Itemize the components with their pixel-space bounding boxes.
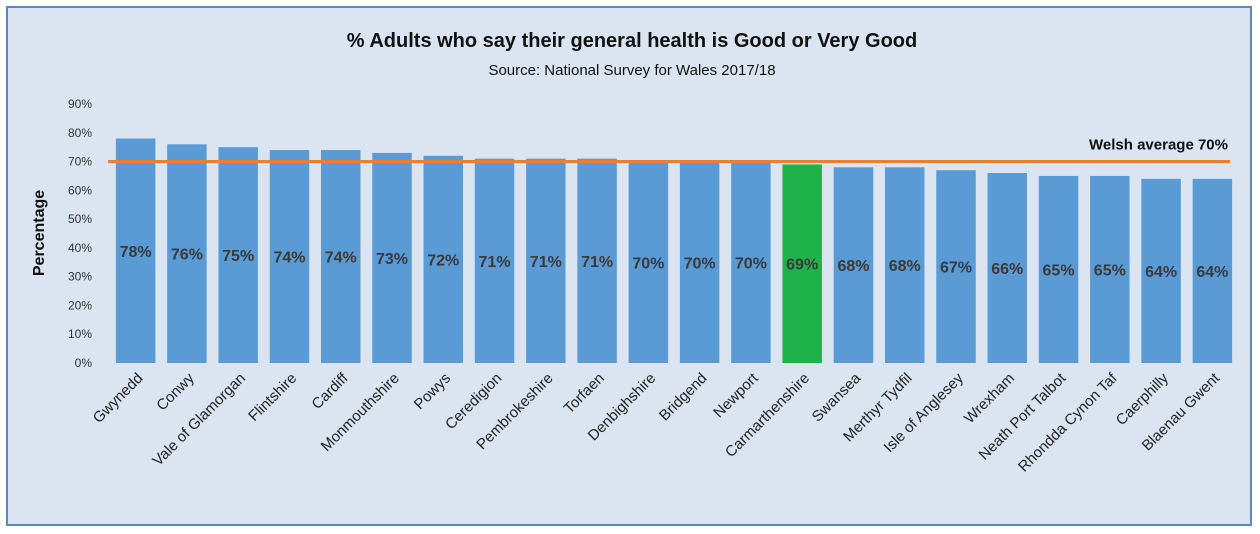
bar-merthyr-tydfil: [884, 167, 925, 363]
bar-value-label: 65%: [1043, 262, 1075, 279]
y-tick-label: 40%: [68, 241, 92, 255]
y-tick-label: 50%: [68, 212, 92, 226]
bar-value-label: 73%: [376, 251, 408, 268]
y-tick-label: 60%: [68, 183, 92, 197]
bar-value-label: 69%: [786, 257, 818, 274]
bar-vale-of-glamorgan: [218, 147, 258, 363]
bar-neath-port-talbot: [1038, 175, 1079, 363]
category-label: Gwynedd: [90, 370, 147, 427]
bar-bridgend: [679, 161, 720, 363]
category-label: Flintshire: [245, 370, 300, 425]
bar-value-label: 65%: [1094, 262, 1126, 279]
bar-blaenau-gwent: [1192, 178, 1233, 363]
bar-denbighshire: [628, 161, 669, 363]
bar-flintshire: [269, 150, 310, 363]
bar-value-label: 76%: [171, 247, 203, 264]
y-tick-label: 70%: [68, 155, 92, 169]
bar-value-label: 71%: [530, 254, 562, 271]
category-label: Rhondda Cynon Taf: [1015, 369, 1121, 475]
bar-value-label: 74%: [273, 250, 305, 267]
category-label: Cardiff: [308, 369, 352, 413]
bar-value-label: 68%: [837, 258, 869, 275]
bar-wrexham: [987, 173, 1028, 363]
bar-value-label: 68%: [889, 258, 921, 275]
bar-caerphilly: [1141, 178, 1181, 363]
chart-title: % Adults who say their general health is…: [347, 30, 917, 52]
bar-value-label: 64%: [1196, 264, 1228, 281]
bar-value-label: 72%: [427, 252, 459, 269]
category-label: Newport: [710, 369, 762, 421]
y-axis-label: Percentage: [31, 190, 48, 276]
y-tick-label: 80%: [68, 126, 92, 140]
bar-value-label: 78%: [120, 244, 152, 261]
bar-torfaen: [577, 158, 617, 363]
bar-carmarthenshire: [782, 164, 822, 363]
category-label: Conwy: [153, 369, 198, 414]
bar-gwynedd: [115, 138, 156, 363]
y-tick-label: 30%: [68, 270, 92, 284]
chart-subtitle: Source: National Survey for Wales 2017/1…: [488, 62, 775, 79]
bar-value-label: 75%: [222, 248, 254, 265]
bar-conwy: [167, 144, 207, 363]
bar-value-label: 67%: [940, 260, 972, 277]
bar-value-label: 66%: [991, 261, 1023, 278]
category-label: Neath Port Talbot: [976, 369, 1070, 463]
bar-value-label: 70%: [632, 255, 664, 272]
bar-swansea: [833, 167, 874, 363]
y-tick-label: 90%: [68, 97, 92, 111]
category-label: Bridgend: [656, 370, 710, 424]
bar-pembrokeshire: [526, 158, 566, 363]
y-tick-label: 10%: [68, 327, 92, 341]
bar-ceredigion: [474, 158, 515, 363]
bar-value-label: 71%: [581, 254, 613, 271]
category-label: Vale of Glamorgan: [149, 370, 249, 470]
bar-rhondda-cynon-taf: [1090, 175, 1130, 363]
bar-value-label: 71%: [479, 254, 511, 271]
bar-newport: [731, 161, 771, 363]
category-label: Torfaen: [561, 370, 608, 417]
bar-value-label: 70%: [684, 255, 716, 272]
average-line-label: Welsh average 70%: [1089, 137, 1228, 154]
bar-powys: [423, 155, 464, 363]
category-label: Powys: [411, 370, 454, 413]
bar-value-label: 74%: [325, 250, 357, 267]
bar-value-label: 70%: [735, 255, 767, 272]
bar-isle-of-anglesey: [936, 170, 976, 363]
y-tick-label: 0%: [75, 356, 93, 370]
bar-monmouthshire: [372, 152, 412, 363]
bar-cardiff: [320, 150, 361, 363]
bar-value-label: 64%: [1145, 264, 1177, 281]
y-tick-label: 20%: [68, 298, 92, 312]
